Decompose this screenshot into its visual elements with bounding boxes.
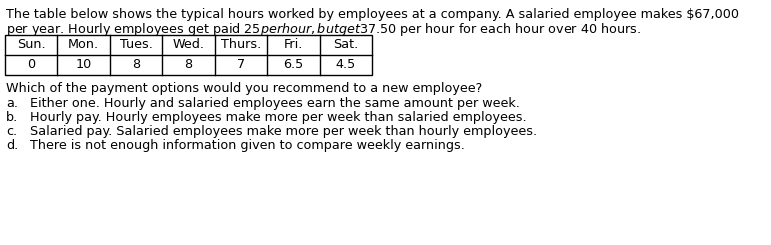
Text: Fri.: Fri. [284,38,303,51]
Text: Thurs.: Thurs. [221,38,261,51]
Text: 4.5: 4.5 [335,59,356,72]
Text: The table below shows the typical hours worked by employees at a company. A sala: The table below shows the typical hours … [6,8,739,21]
Text: 7: 7 [237,59,245,72]
Bar [5,35,372,75]
Text: a.: a. [6,97,18,110]
Text: 8: 8 [184,59,193,72]
Text: 6.5: 6.5 [283,59,304,72]
Text: 0: 0 [27,59,35,72]
Text: Wed.: Wed. [173,38,204,51]
Text: Hourly pay. Hourly employees make more per week than salaried employees.: Hourly pay. Hourly employees make more p… [30,111,527,124]
Text: Mon.: Mon. [68,38,99,51]
Text: 8: 8 [132,59,140,72]
Text: Sat.: Sat. [333,38,359,51]
Text: per year. Hourly employees get paid $25 per hour, but get $37.50 per hour for ea: per year. Hourly employees get paid $25 … [6,21,641,38]
Text: c.: c. [6,125,17,138]
Text: Salaried pay. Salaried employees make more per week than hourly employees.: Salaried pay. Salaried employees make mo… [30,125,537,138]
Text: Which of the payment options would you recommend to a new employee?: Which of the payment options would you r… [6,82,482,95]
Text: 10: 10 [76,59,92,72]
Text: b.: b. [6,111,19,124]
Text: There is not enough information given to compare weekly earnings.: There is not enough information given to… [30,139,465,152]
Text: d.: d. [6,139,19,152]
Text: Sun.: Sun. [17,38,45,51]
Text: Tues.: Tues. [120,38,153,51]
Text: Either one. Hourly and salaried employees earn the same amount per week.: Either one. Hourly and salaried employee… [30,97,520,110]
